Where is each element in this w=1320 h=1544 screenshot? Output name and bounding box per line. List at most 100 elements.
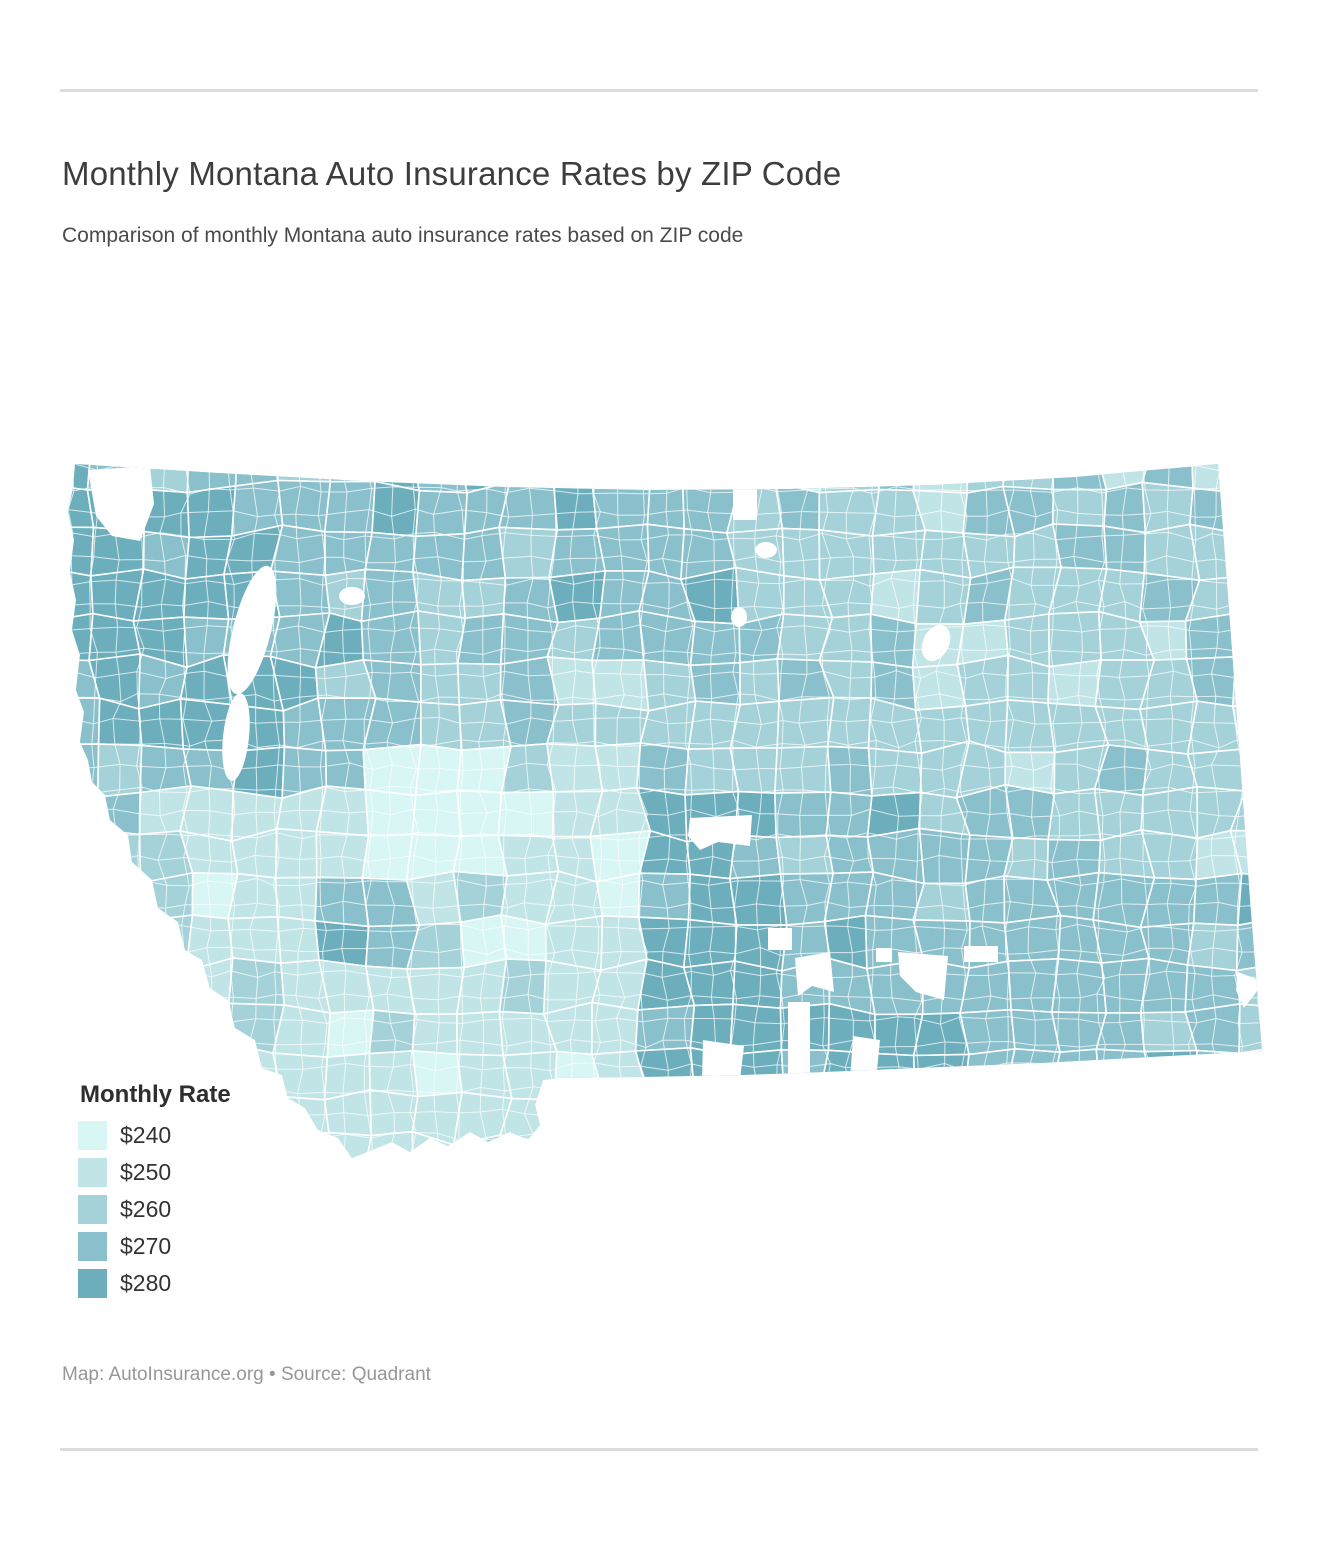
zip-region[interactable] [1050, 1048, 1101, 1098]
zip-region[interactable] [818, 1090, 871, 1142]
zip-region[interactable] [1059, 1132, 1101, 1183]
zip-region[interactable] [269, 1131, 330, 1189]
zip-region[interactable] [497, 791, 555, 838]
zip-region[interactable] [1140, 957, 1189, 1014]
zip-region[interactable] [869, 613, 918, 669]
zip-region[interactable] [138, 914, 194, 972]
zip-region[interactable] [875, 441, 923, 492]
zip-region[interactable] [411, 1050, 463, 1098]
zip-region[interactable] [1235, 915, 1291, 972]
zip-region[interactable] [226, 1137, 275, 1189]
zip-region[interactable] [1002, 1096, 1061, 1143]
zip-region[interactable] [1052, 523, 1108, 570]
zip-region[interactable] [681, 439, 743, 488]
zip-region[interactable] [1141, 439, 1194, 490]
zip-region[interactable] [1238, 1046, 1292, 1103]
zip-region[interactable] [371, 480, 421, 538]
zip-region[interactable] [729, 873, 788, 926]
zip-region[interactable] [272, 1095, 330, 1140]
zip-region[interactable] [42, 828, 95, 878]
zip-region[interactable] [729, 747, 779, 795]
zip-region[interactable] [553, 440, 596, 488]
zip-region[interactable] [1148, 1134, 1196, 1181]
zip-region[interactable] [683, 1091, 738, 1145]
zip-region[interactable] [498, 958, 547, 1015]
zip-region[interactable] [591, 481, 651, 530]
zip-region[interactable] [1232, 655, 1288, 708]
zip-region[interactable] [502, 1050, 558, 1101]
zip-region[interactable] [641, 439, 694, 488]
zip-region[interactable] [1192, 1131, 1244, 1181]
zip-region[interactable] [42, 873, 95, 925]
zip-region[interactable] [960, 1140, 1013, 1185]
zip-region[interactable] [1050, 1092, 1101, 1144]
zip-region[interactable] [913, 1088, 966, 1143]
zip-region[interactable] [1189, 523, 1246, 582]
zip-region[interactable] [456, 613, 505, 666]
zip-region[interactable] [966, 443, 1007, 494]
zip-region[interactable] [683, 1135, 738, 1187]
zip-region[interactable] [731, 1142, 784, 1186]
zip-region[interactable] [729, 1089, 785, 1145]
zip-region[interactable] [912, 441, 969, 494]
zip-region[interactable] [1148, 1087, 1200, 1139]
zip-region[interactable] [639, 1090, 696, 1137]
zip-region[interactable] [1103, 525, 1147, 574]
zip-region[interactable] [637, 872, 692, 921]
zip-region[interactable] [91, 959, 144, 1015]
zip-region[interactable] [781, 1089, 834, 1144]
zip-region[interactable] [43, 567, 94, 623]
zip-region[interactable] [130, 959, 187, 1015]
zip-region[interactable] [227, 872, 279, 920]
zip-region[interactable] [1231, 528, 1289, 577]
zip-region[interactable] [1052, 488, 1108, 528]
zip-region[interactable] [912, 1053, 970, 1092]
zip-region[interactable] [826, 1140, 871, 1187]
zip-region[interactable] [361, 1130, 414, 1181]
zip-region[interactable] [43, 960, 99, 1014]
zip-region[interactable] [225, 1087, 283, 1140]
zip-region[interactable] [497, 440, 557, 487]
zip-region[interactable] [322, 438, 376, 483]
zip-region[interactable] [956, 654, 1009, 707]
zip-region[interactable] [646, 481, 686, 530]
zip-region[interactable] [634, 1004, 696, 1052]
zip-region[interactable] [825, 791, 873, 838]
zip-region[interactable] [825, 834, 875, 875]
zip-region[interactable] [775, 1140, 834, 1184]
zip-region[interactable] [818, 450, 880, 494]
zip-region[interactable] [826, 696, 872, 750]
zip-region[interactable] [1184, 612, 1237, 660]
zip-region[interactable] [1232, 1131, 1287, 1181]
zip-region[interactable] [47, 1004, 99, 1055]
zip-region[interactable] [739, 658, 780, 706]
zip-region[interactable] [595, 523, 650, 572]
zip-region[interactable] [914, 1131, 963, 1186]
zip-region[interactable] [635, 1134, 694, 1186]
zip-region[interactable] [452, 1134, 503, 1179]
zip-region[interactable] [548, 1134, 606, 1184]
zip-region[interactable] [43, 916, 93, 965]
zip-region[interactable] [1103, 481, 1147, 534]
zip-region[interactable] [44, 696, 101, 746]
zip-region[interactable] [499, 1134, 559, 1184]
zip-region[interactable] [455, 1010, 504, 1057]
zip-region[interactable] [1003, 836, 1049, 882]
zip-region[interactable] [130, 1006, 194, 1054]
zip-region[interactable] [315, 830, 370, 879]
zip-region[interactable] [1233, 612, 1287, 667]
zip-region[interactable] [88, 612, 141, 662]
zip-region[interactable] [177, 1002, 237, 1054]
zip-region[interactable] [1232, 698, 1288, 751]
zip-region[interactable] [553, 1097, 606, 1145]
zip-region[interactable] [1233, 574, 1287, 620]
zip-region[interactable] [868, 1088, 917, 1142]
zip-region[interactable] [500, 742, 555, 794]
zip-region[interactable] [599, 1090, 648, 1136]
zip-region[interactable] [1186, 748, 1247, 792]
zip-region[interactable] [1051, 444, 1108, 491]
zip-region[interactable] [419, 662, 461, 706]
zip-region[interactable] [1237, 872, 1286, 927]
zip-region[interactable] [548, 570, 607, 624]
zip-region[interactable] [553, 485, 598, 531]
